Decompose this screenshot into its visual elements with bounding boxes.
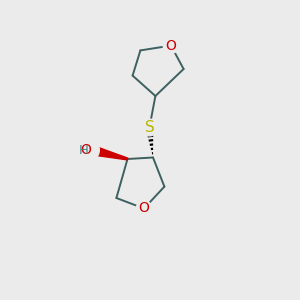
Circle shape (136, 201, 152, 216)
Text: H: H (79, 143, 89, 157)
Polygon shape (90, 145, 128, 160)
Circle shape (76, 139, 99, 161)
Text: O: O (139, 202, 149, 215)
Text: O: O (166, 39, 176, 52)
Text: S: S (145, 120, 154, 135)
Circle shape (163, 38, 179, 53)
Circle shape (141, 119, 158, 136)
Text: O: O (81, 143, 92, 157)
